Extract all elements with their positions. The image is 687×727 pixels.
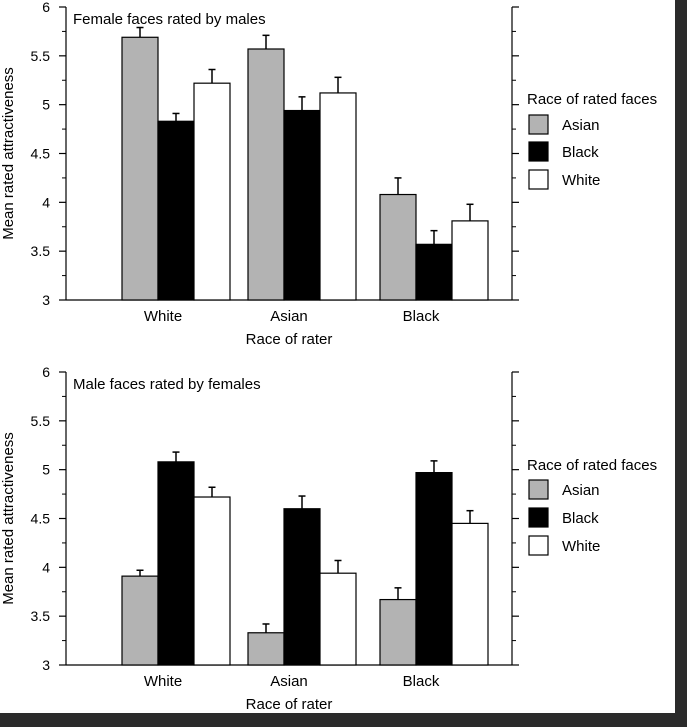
legend-label-white: White: [562, 538, 600, 555]
y-tick-label: 3: [42, 657, 50, 673]
bar-white: [193, 82, 231, 301]
figure-canvas: 3 3.5 4 4.5 5 5.5 6 Mean rated attractiveness Fe…: [0, 0, 675, 713]
y-tick-label: 4: [42, 559, 50, 575]
bar-black: [415, 243, 453, 301]
bar-asian: [379, 193, 417, 301]
legend-title: Race of rated faces: [527, 457, 657, 474]
y-tick-label: 3.5: [31, 608, 51, 624]
y-tick-label: 5: [42, 462, 50, 478]
panel-title: Female faces rated by males: [73, 11, 266, 28]
y-tick-label: 5.5: [31, 48, 51, 64]
legend-label-asian: Asian: [562, 482, 600, 499]
x-tick-label: Asian: [270, 673, 308, 690]
legend-swatch-white: [528, 535, 549, 556]
y-tick-label: 4.5: [31, 511, 51, 527]
legend-title: Race of rated faces: [527, 91, 657, 108]
bar-white: [451, 220, 489, 301]
y-axis-label: Mean rated attractiveness: [0, 432, 17, 605]
y-tick-label: 4.5: [31, 146, 51, 162]
bar-white: [319, 572, 357, 666]
x-tick-label: White: [144, 308, 182, 325]
y-tick-label: 4: [42, 194, 50, 210]
legend-swatch-black: [528, 141, 549, 162]
y-axis-label: Mean rated attractiveness: [0, 67, 17, 240]
y-tick-label: 3.5: [31, 243, 51, 259]
bar-asian: [379, 598, 417, 666]
y-tick-label: 3: [42, 292, 50, 308]
bar-asian: [121, 36, 159, 301]
legend-label-white: White: [562, 172, 600, 189]
y-tick-label: 6: [42, 0, 50, 15]
legend-label-asian: Asian: [562, 117, 600, 134]
bar-black: [283, 508, 321, 666]
panel-title: Male faces rated by females: [73, 376, 261, 393]
chart-figure: 3 3.5 4 4.5 5 5.5 6 Mean rated attractiveness Fe…: [0, 0, 657, 713]
legend-label-black: Black: [562, 510, 599, 527]
legend-swatch-black: [528, 507, 549, 528]
bar-white: [319, 92, 357, 301]
x-tick-label: Black: [403, 673, 440, 690]
y-tick-label: 6: [42, 364, 50, 380]
legend-swatch-asian: [528, 114, 549, 135]
x-tick-label: White: [144, 673, 182, 690]
legend-swatch-white: [528, 169, 549, 190]
x-axis-label: Race of rater: [246, 331, 333, 348]
x-tick-label: Black: [403, 308, 440, 325]
y-tick-label: 5: [42, 97, 50, 113]
bar-black: [283, 109, 321, 301]
bar-white: [451, 522, 489, 666]
x-tick-label: Asian: [270, 308, 308, 325]
bar-black: [415, 471, 453, 666]
bar-black: [157, 120, 195, 301]
y-tick-label: 5.5: [31, 413, 51, 429]
bar-asian: [121, 575, 159, 666]
legend-label-black: Black: [562, 144, 599, 161]
bar-black: [157, 461, 195, 666]
bar-white: [193, 496, 231, 666]
bar-asian: [247, 632, 285, 666]
bar-asian: [247, 48, 285, 301]
x-axis-label: Race of rater: [246, 696, 333, 713]
legend-swatch-asian: [528, 479, 549, 500]
